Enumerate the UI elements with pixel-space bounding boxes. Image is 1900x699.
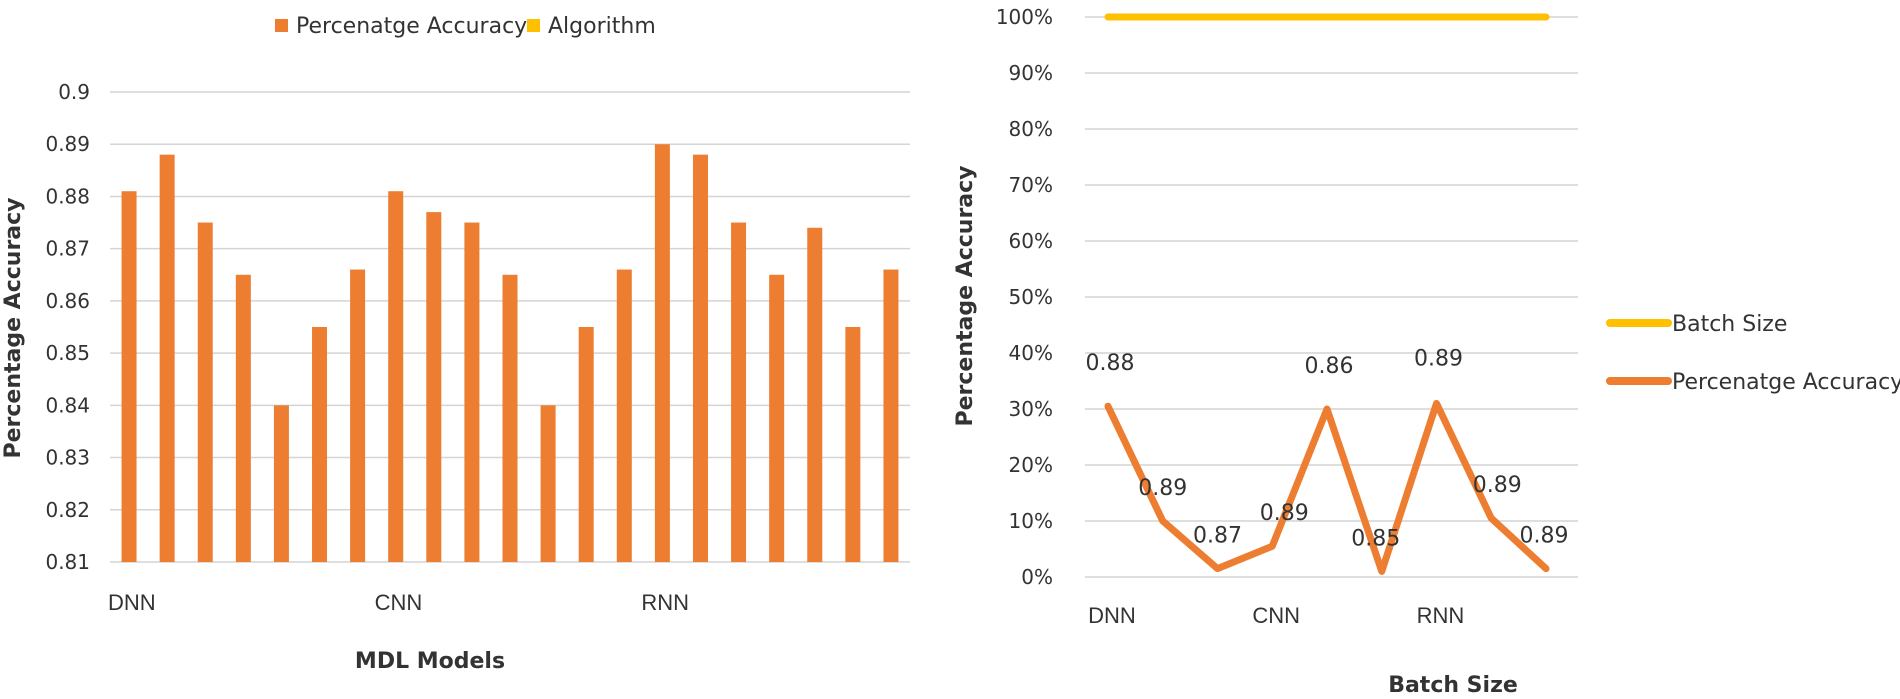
- right-y-tick-label: 100%: [996, 5, 1053, 29]
- left-bar: [883, 269, 899, 562]
- left-bar: [845, 327, 861, 562]
- right-data-label: 0.88: [1086, 351, 1135, 376]
- right-x-axis-title: Batch Size: [1388, 673, 1518, 698]
- left-bar: [578, 327, 594, 562]
- right-line-chart: 0% 10% 20% 30% 40% 50% 60% 70% 80% 90% 100% 0.88 0.…: [953, 5, 1900, 698]
- left-y-tick-label: 0.86: [45, 289, 90, 313]
- left-category-label: CNN: [375, 590, 423, 615]
- left-y-tick-label: 0.84: [45, 393, 90, 417]
- left-y-tick-label: 0.83: [45, 446, 90, 470]
- legend-label-percentage-accuracy-line: Percenatge Accuracy: [1672, 370, 1900, 395]
- right-y-axis-title: Percentage Accuracy: [953, 165, 978, 426]
- right-data-label: 0.89: [1414, 346, 1463, 371]
- right-data-label: 0.86: [1305, 354, 1354, 379]
- right-data-label: 0.89: [1520, 524, 1569, 549]
- legend-label-batch-size: Batch Size: [1672, 312, 1787, 337]
- right-y-tick-label: 60%: [1009, 229, 1053, 253]
- left-bar: [616, 269, 632, 562]
- right-legend: Batch Size Percenatge Accuracy: [1606, 312, 1900, 395]
- left-bar: [235, 274, 251, 562]
- left-category-labels: DNN CNN RNN: [108, 590, 689, 615]
- left-y-tick-label: 0.85: [45, 341, 90, 365]
- left-bar: [273, 405, 289, 562]
- left-bar: [654, 144, 670, 562]
- left-legend: Percenatge Accuracy Algorithm: [275, 14, 656, 39]
- right-category-label: RNN: [1417, 603, 1465, 628]
- left-y-tick-label: 0.81: [45, 550, 90, 574]
- left-y-tick-label: 0.89: [45, 132, 90, 156]
- percentage-accuracy-line: [1104, 399, 1550, 575]
- right-y-tick-label: 40%: [1009, 341, 1053, 365]
- right-y-tick-label: 80%: [1009, 117, 1053, 141]
- left-y-tick-label: 0.88: [45, 184, 90, 208]
- left-y-tick-label: 0.87: [45, 237, 90, 261]
- right-y-tick-label: 20%: [1009, 453, 1053, 477]
- left-bar: [731, 222, 747, 563]
- legend-swatch-percentage-accuracy: [275, 19, 288, 32]
- right-y-tick-label: 30%: [1009, 397, 1053, 421]
- left-category-label: DNN: [108, 590, 156, 615]
- legend-label-percentage-accuracy: Percenatge Accuracy: [296, 14, 527, 39]
- right-category-labels: DNN CNN RNN: [1088, 603, 1464, 628]
- right-data-label: 0.89: [1473, 473, 1522, 498]
- right-data-labels: 0.880.890.870.890.860.850.890.890.89: [1086, 346, 1569, 551]
- right-data-label: 0.87: [1193, 524, 1242, 549]
- left-bar: [312, 327, 328, 562]
- left-y-tick-label: 0.9: [58, 80, 90, 104]
- left-bar: [502, 274, 518, 562]
- left-bar: [197, 222, 213, 563]
- right-category-label: CNN: [1252, 603, 1300, 628]
- left-bar: [540, 405, 556, 562]
- legend-swatch-algorithm: [527, 19, 540, 32]
- left-y-axis-title: Percentage Accuracy: [1, 197, 26, 458]
- right-data-label: 0.89: [1260, 501, 1309, 526]
- right-data-label: 0.89: [1138, 476, 1187, 501]
- legend-label-algorithm: Algorithm: [548, 14, 656, 39]
- left-bar: [769, 274, 785, 562]
- left-bar: [464, 222, 480, 563]
- left-bar: [388, 191, 404, 562]
- left-bar: [159, 154, 175, 562]
- right-y-tick-label: 70%: [1009, 173, 1053, 197]
- right-y-tick-label: 10%: [1009, 509, 1053, 533]
- right-y-tick-label: 90%: [1009, 61, 1053, 85]
- right-category-label: DNN: [1088, 603, 1136, 628]
- right-lines: [1104, 13, 1550, 575]
- right-y-tick-label: 0%: [1021, 565, 1053, 589]
- left-bar: [807, 227, 823, 562]
- left-x-axis-title: MDL Models: [355, 649, 505, 674]
- left-bar: [692, 154, 708, 562]
- left-bar: [121, 191, 137, 562]
- left-bar-chart: 0.810.820.830.840.850.860.870.880.890.9 …: [1, 14, 910, 674]
- left-bar: [426, 212, 442, 562]
- left-bars: [121, 144, 899, 563]
- left-bar: [350, 269, 366, 562]
- right-y-tick-label: 50%: [1009, 285, 1053, 309]
- right-y-tick-labels: 0% 10% 20% 30% 40% 50% 60% 70% 80% 90% 100%: [996, 5, 1053, 589]
- left-y-tick-label: 0.82: [45, 498, 90, 522]
- left-category-label: RNN: [641, 590, 689, 615]
- right-data-label: 0.85: [1351, 526, 1400, 551]
- left-y-tick-labels: 0.81 0.82 0.83 0.84 0.85 0.86 0.87 0.88 0.89 0.9: [45, 80, 90, 574]
